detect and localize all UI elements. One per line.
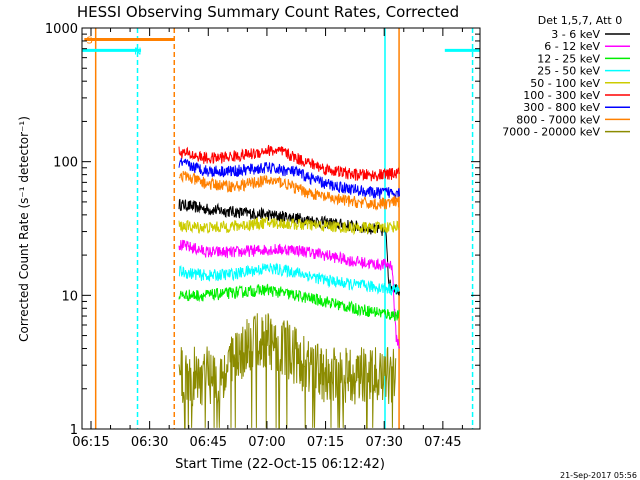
x-axis-label: Start Time (22-Oct-15 06:12:42)	[175, 457, 385, 472]
series-line-9	[178, 313, 397, 429]
series-line-3	[178, 283, 400, 322]
legend-label-3: 12 - 25 keV	[537, 52, 600, 65]
x-tick-label-2: 06:30	[131, 435, 168, 450]
series-line-8	[178, 170, 400, 211]
x-tick-label-3: 06:45	[190, 435, 227, 450]
x-tick-label-1: 06:15	[72, 435, 109, 450]
chart-title: HESSI Observing Summary Count Rates, Cor…	[77, 3, 459, 21]
series-line-5	[178, 216, 400, 236]
y-tick-label-1: 1	[70, 423, 78, 438]
footer-timestamp: 21-Sep-2017 05:56	[560, 471, 637, 480]
legend-label-5: 50 - 100 keV	[530, 77, 600, 90]
y-axis-label: Corrected Count Rate (s⁻¹ detector⁻¹)	[17, 116, 31, 342]
x-tick-label-7: 07:45	[424, 435, 461, 450]
x-tick-label-6: 07:30	[365, 435, 402, 450]
series-line-7	[178, 158, 400, 200]
y-tick-label-2: 10	[61, 289, 78, 304]
x-tick-label-5: 07:15	[307, 435, 344, 450]
legend-label-6: 100 - 300 keV	[523, 89, 600, 102]
legend-label-9: 7000 - 20000 keV	[502, 126, 600, 139]
y-tick-label-4: 1000	[45, 22, 78, 37]
series-line-4	[178, 262, 400, 296]
legend-label-2: 6 - 12 keV	[544, 40, 600, 53]
legend-label-1: 3 - 6 keV	[551, 28, 600, 41]
legend-label-8: 800 - 7000 keV	[516, 113, 600, 126]
legend-label-4: 25 - 50 keV	[537, 65, 600, 78]
x-tick-label-4: 07:00	[248, 435, 285, 450]
plot-frame	[81, 27, 481, 430]
series-line-6	[178, 144, 400, 182]
marker-label-s: S	[86, 36, 92, 47]
legend-title: Det 1,5,7, Att 0	[538, 14, 622, 27]
y-tick-label-3: 100	[53, 156, 78, 171]
series-line-2	[178, 239, 400, 349]
marker-label-n: N	[134, 46, 141, 57]
legend-label-7: 300 - 800 keV	[523, 101, 600, 114]
